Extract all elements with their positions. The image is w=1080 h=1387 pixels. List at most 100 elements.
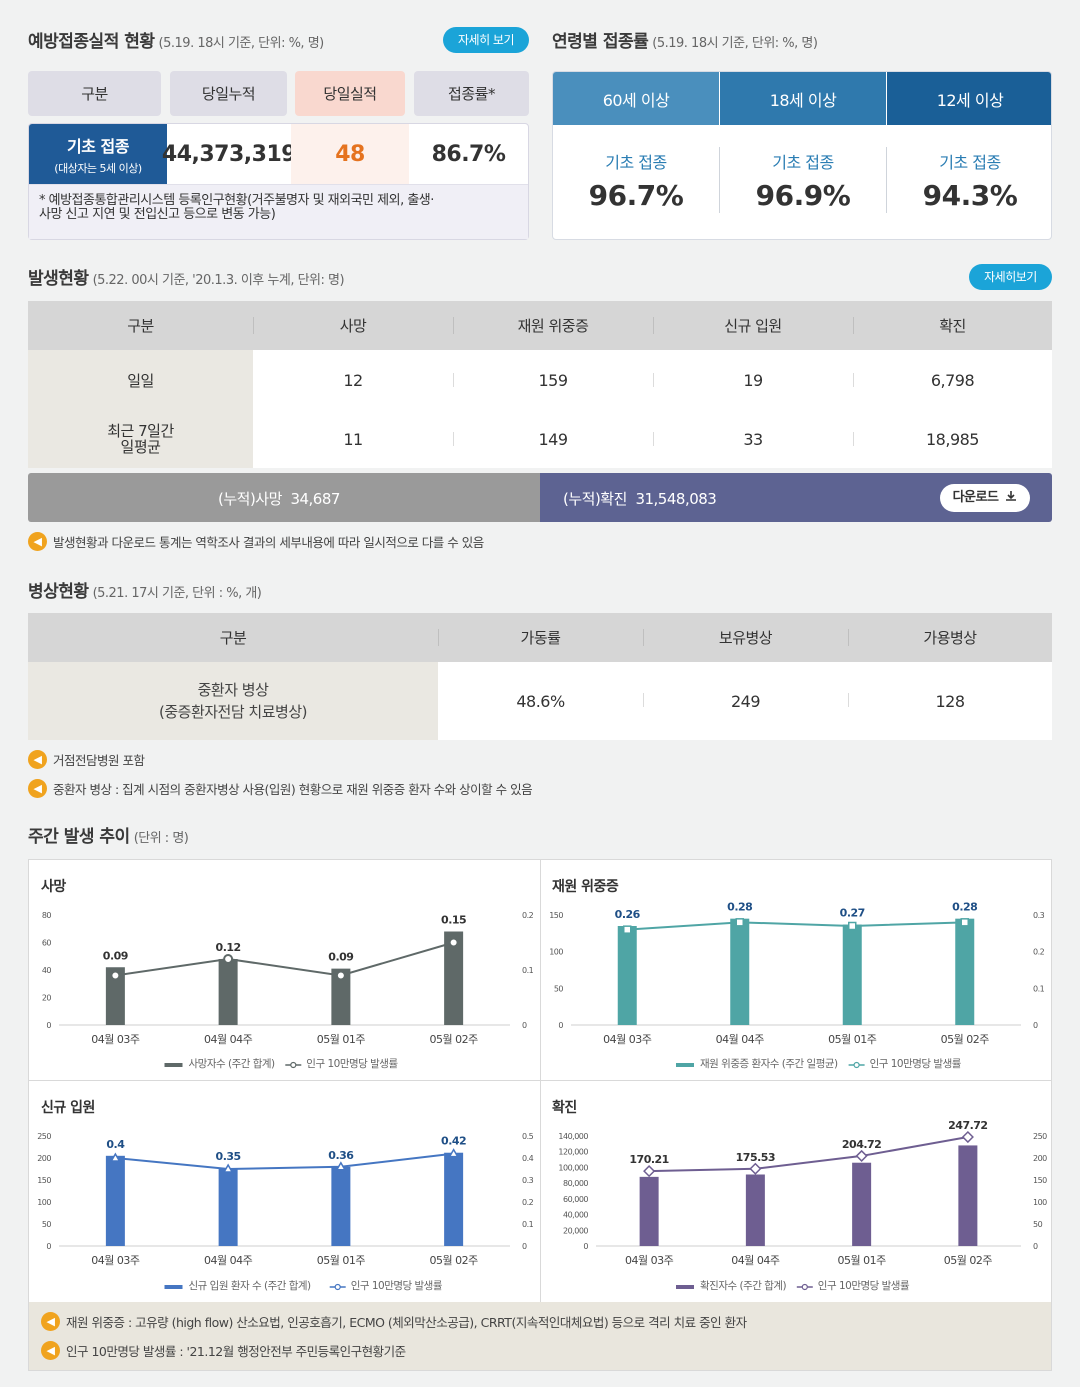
beds-row-sep-2	[848, 693, 849, 707]
x-tick-label: 05월 01주	[317, 1033, 366, 1046]
y-tick-label: 0	[46, 1021, 51, 1030]
legend-bar-swatch	[676, 1063, 694, 1067]
download-button[interactable]: 다운로드	[940, 484, 1030, 512]
vacc-note-line2: 사망 신고 지연 및 전입신고 등으로 변동 가능)	[39, 207, 276, 222]
chart-admission: 신규 입원 0 50 100 150 200 250 0 0.1 0.2 0.3 0.4 0.5 04월…	[29, 1081, 540, 1302]
data-label: 0.42	[441, 1135, 466, 1148]
y-tick-label: 20	[42, 994, 52, 1003]
line-point	[735, 918, 744, 927]
age-label-18: 기초 접종	[772, 153, 834, 172]
bar	[218, 959, 238, 1025]
occ-header-death: 사망	[339, 317, 367, 335]
legend-line-label: 인구 10만명당 발생률	[870, 1058, 962, 1070]
y-tick-label: 40,000	[563, 1211, 588, 1220]
x-tick-label: 04월 04주	[716, 1033, 765, 1046]
data-label: 175.53	[736, 1151, 775, 1164]
chart-death-title: 사망	[41, 879, 66, 895]
line-point	[335, 970, 346, 981]
data-label: 0.09	[103, 949, 128, 962]
y-tick-label: 60	[42, 939, 52, 948]
vacc-row-sublabel: (대상자는 5세 이상)	[54, 161, 142, 175]
y2-tick-label: 0.4	[522, 1154, 534, 1163]
line-point	[110, 970, 121, 981]
occ-row-sep-d	[453, 432, 454, 446]
occ-head-sep-2	[453, 317, 454, 334]
y-tick-label: 0	[558, 1021, 563, 1030]
occurrence-detail-button[interactable]: 자세히보기	[969, 264, 1052, 290]
vacc-header-cumulative: 당일누적	[170, 71, 287, 116]
y2-tick-label: 0.2	[522, 1198, 534, 1207]
y2-tick-label: 150	[1033, 1176, 1047, 1185]
occ-row-sep-b	[653, 373, 654, 387]
legend-line-marker	[334, 1283, 341, 1291]
x-tick-label: 05월 02주	[430, 1033, 479, 1046]
y-tick-label: 250	[37, 1132, 51, 1141]
y-tick-label: 80	[42, 911, 52, 920]
x-tick-label: 04월 03주	[91, 1033, 140, 1046]
age-rates-panel: 60세 이상 18세 이상 12세 이상 기초 접종 96.7% 기초 접종 9…	[552, 71, 1052, 240]
legend-line-marker	[801, 1283, 808, 1291]
age-rates-title: 연령별 접종률 (5.19. 18시 기준, 단위: %, 명)	[552, 27, 818, 52]
y-tick-label: 120,000	[558, 1148, 588, 1157]
vacc-row-label-text: 기초 접종	[67, 136, 129, 156]
occ-daily-death: 12	[343, 370, 363, 390]
line-point	[960, 918, 969, 927]
legend-line-marker	[290, 1061, 297, 1069]
y2-tick-label: 0	[522, 1242, 527, 1251]
series-line	[649, 1136, 969, 1173]
occurrence-title: 발생현황 (5.22. 00시 기준, '20.1.3. 이후 누계, 단위: 명…	[28, 264, 345, 289]
occ-daily-confirmed: 6,798	[930, 370, 975, 390]
y-tick-label: 40	[42, 966, 52, 975]
beds-head-sep-1	[438, 629, 439, 646]
vacc-note: * 예방접종통합관리시스템 등록인구현황(거주불명자 및 재외국민 제외, 출생…	[29, 184, 528, 239]
beds-note-2: ◀ 중환자 병상 : 집계 시점의 중환자병상 사용(입원) 현황으로 재원 위중…	[28, 779, 533, 798]
line-point	[961, 1130, 974, 1144]
bar	[955, 918, 975, 1025]
age-rates-subtitle: (5.19. 18시 기준, 단위: %, 명)	[652, 36, 818, 51]
beds-header-category: 구분	[219, 629, 247, 647]
y2-tick-label: 0.1	[522, 966, 534, 975]
occ-header-critical: 재원 위중증	[517, 317, 589, 335]
occ-header-row	[28, 301, 1052, 350]
beds-header-available: 가용병상	[923, 629, 977, 647]
beds-header-row	[28, 613, 1052, 662]
bar	[105, 1155, 125, 1246]
y-tick-label: 100,000	[558, 1163, 588, 1172]
bar	[842, 924, 862, 1025]
occ-row-sep-f	[853, 432, 854, 446]
x-tick-label: 05월 02주	[430, 1254, 479, 1267]
line-point	[223, 954, 234, 964]
weekly-notes: ◀ 재원 위중증 : 고유량 (high flow) 산소요법, 인공호흡기, E…	[29, 1302, 1051, 1370]
x-tick-label: 05월 01주	[838, 1254, 887, 1267]
occ-values-bg	[253, 350, 1052, 468]
occ-head-sep-3	[653, 317, 654, 334]
data-label: 0.15	[441, 914, 466, 927]
vaccination-table: 구분 당일누적 당일실적 접종률* 기초 접종 (대상자는 5세 이상) 44,…	[28, 71, 529, 240]
age-cell-60: 기초 접종 96.7%	[553, 125, 719, 239]
series-line	[115, 1152, 454, 1171]
beds-row-label: 중환자 병상 (중증환자전담 치료병상)	[28, 662, 438, 740]
age-value-60: 96.7%	[588, 179, 684, 212]
age-cell-18: 기초 접종 96.9%	[720, 125, 886, 239]
beds-note-1: ◀ 거점전담병원 포함	[28, 750, 145, 769]
vaccination-detail-button[interactable]: 자세히 보기	[443, 27, 529, 53]
chart-confirmed: 확진 0 20,000 40,000 60,000 80,000 100,000 120,0…	[541, 1081, 1051, 1302]
beds-subtitle: (5.21. 17시 기준, 단위 : %, 개)	[92, 586, 262, 601]
data-label: 0.28	[727, 901, 752, 914]
vacc-daily-value: 48	[291, 124, 409, 184]
legend-bar-swatch	[164, 1063, 183, 1067]
beds-head-sep-2	[643, 629, 644, 646]
weekly-title: 주간 발생 추이 (단위 : 명)	[28, 822, 189, 847]
beds-head-sep-3	[848, 629, 849, 646]
x-tick-label: 04월 03주	[603, 1033, 652, 1046]
beds-table: 구분 가동률 보유병상 가용병상 중환자 병상 (중증환자전담 치료병상) 48…	[28, 613, 1052, 740]
bar	[444, 1152, 464, 1246]
vacc-cumulative-value: 44,373,319	[161, 141, 297, 167]
occ-row-sep-c	[853, 373, 854, 387]
y-tick-label: 80,000	[563, 1179, 588, 1188]
occ-daily-admission: 19	[743, 370, 763, 390]
chart-admission-title: 신규 입원	[41, 1100, 95, 1116]
chart-confirmed-title: 확진	[552, 1100, 577, 1116]
beds-title-text: 병상현황	[28, 582, 89, 602]
chart-divider-h	[29, 1080, 1051, 1081]
